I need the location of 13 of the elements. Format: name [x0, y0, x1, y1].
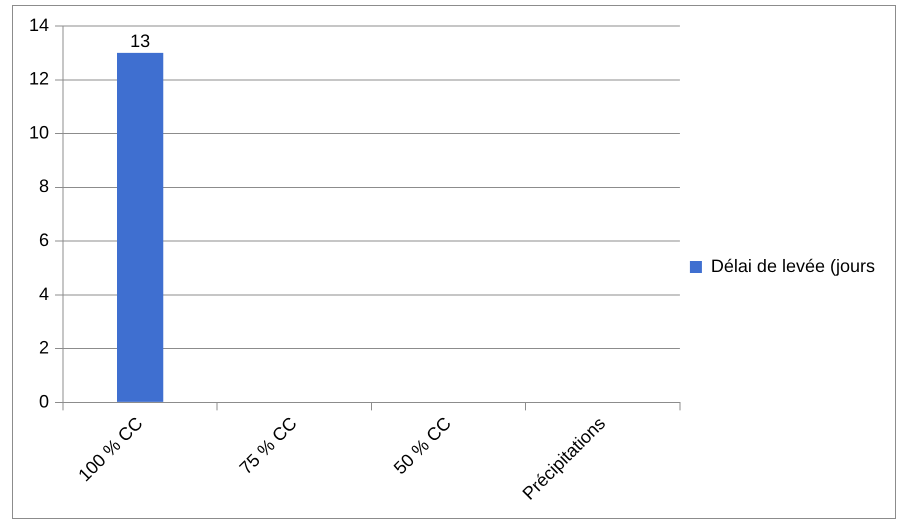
x-tick-label: 75 % CC: [236, 413, 301, 478]
data-label: 13: [130, 30, 150, 51]
y-tick-label: 4: [39, 284, 50, 304]
y-tick-label: 8: [39, 176, 50, 196]
x-tick-label: 100 % CC: [74, 413, 146, 486]
y-tick-label: 12: [28, 68, 50, 89]
y-tick-label: 2: [39, 338, 50, 358]
y-tick-label: 0: [39, 391, 50, 412]
y-tick-label: 10: [28, 122, 50, 142]
y-tick-label: 14: [28, 14, 50, 35]
y-tick-label: 6: [39, 230, 50, 250]
legend-label: Délai de levée (jours: [710, 256, 876, 276]
x-tick-label: 50 % CC: [390, 413, 455, 478]
